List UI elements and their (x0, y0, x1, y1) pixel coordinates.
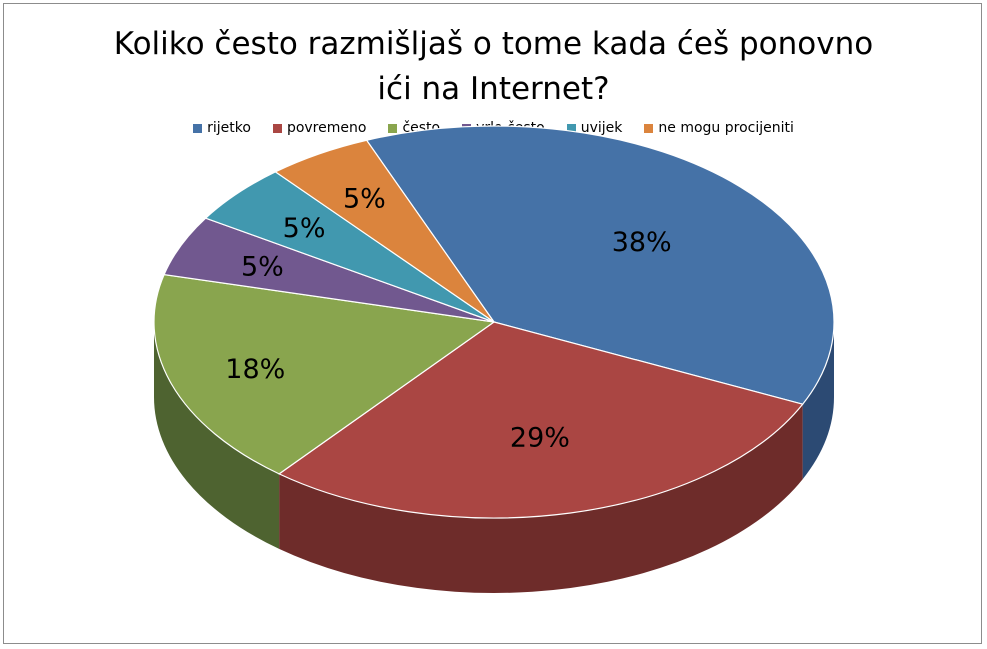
legend-swatch (193, 123, 203, 133)
pie-slices (153, 125, 835, 519)
pie-slice-često (153, 273, 496, 475)
chart-title-line-2: ići na Internet? (377, 71, 610, 107)
data-label-povremeno: 29% (510, 423, 570, 454)
legend-label: ne mogu procijeniti (658, 120, 794, 136)
data-label-vrlo-često: 5% (241, 251, 284, 282)
pie-slice-ne-mogu-procijeniti (274, 139, 495, 323)
legend-item-0: rijetko (193, 120, 251, 136)
chart-title-line-1: Koliko često razmišljaš o tome kada ćeš … (113, 26, 874, 62)
data-label-često: 18% (225, 354, 285, 385)
legend-item-1: povremeno (272, 120, 367, 136)
data-label-ne-mogu-procijeniti: 5% (343, 184, 386, 215)
legend-swatch (566, 123, 576, 133)
pie-side-povremeno (279, 404, 803, 593)
chart-title: Koliko često razmišljaš o tome kada ćeš … (0, 22, 987, 112)
legend-swatch (272, 123, 282, 133)
legend-swatch (644, 123, 654, 133)
pie-side-rijetko (802, 322, 834, 480)
legend-label: povremeno (286, 120, 367, 136)
data-label-rijetko: 38% (612, 227, 672, 258)
pie-slice-povremeno (277, 321, 804, 519)
legend-swatch (388, 123, 398, 133)
legend-label: uvijek (580, 120, 623, 136)
pie-slice-rijetko (365, 125, 835, 405)
legend-item-5: ne mogu procijeniti (644, 120, 794, 136)
legend-item-4: uvijek (566, 120, 623, 136)
data-label-uvijek: 5% (283, 213, 326, 244)
legend-label: rijetko (207, 120, 251, 136)
pie-labels: 38% 29% 18% 5% 5% 5% (225, 184, 671, 454)
